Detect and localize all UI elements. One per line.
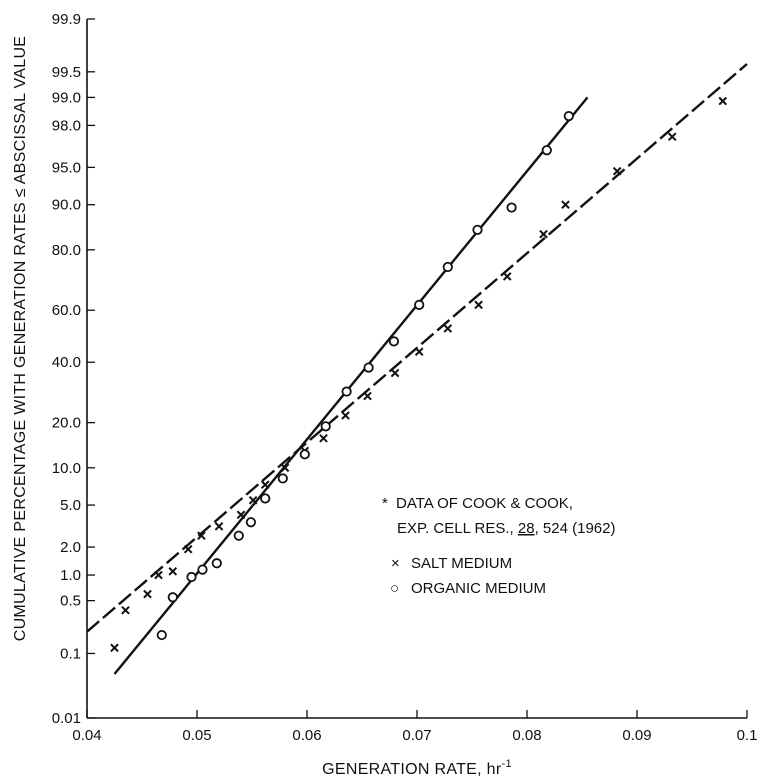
plot-frame bbox=[86, 19, 747, 719]
y-tick-label: 60.0 bbox=[52, 302, 81, 319]
salt-point bbox=[154, 570, 163, 580]
x-tick-label: 0.05 bbox=[182, 727, 211, 744]
y-tick-label: 10.0 bbox=[52, 460, 81, 477]
y-tick-label: 0.5 bbox=[60, 593, 81, 610]
organic-point bbox=[414, 299, 425, 310]
organic-point bbox=[167, 592, 178, 603]
organic-point bbox=[563, 110, 574, 122]
note-line-1: DATA OF COOK & COOK, bbox=[396, 495, 573, 512]
salt-point bbox=[110, 643, 119, 653]
salt-point bbox=[183, 544, 193, 554]
x-tick-label: 0.04 bbox=[72, 727, 101, 744]
organic-point bbox=[341, 386, 352, 397]
salt-point bbox=[214, 522, 224, 531]
y-axis-title: CUMULATIVE PERCENTAGE WITH GENERATION RA… bbox=[12, 36, 29, 642]
y-tick-label: 40.0 bbox=[52, 354, 81, 371]
organic-point bbox=[186, 571, 197, 583]
salt-fit-line bbox=[86, 63, 748, 633]
legend-organic-symbol: ○ bbox=[390, 580, 399, 597]
x-axis-title: GENERATION RATE, hr-1 bbox=[322, 758, 512, 778]
salt-point bbox=[667, 132, 677, 142]
y-tick-label: 80.0 bbox=[52, 242, 81, 259]
organic-point bbox=[211, 558, 222, 569]
salt-point bbox=[474, 300, 483, 310]
x-tick-label: 0.08 bbox=[512, 727, 541, 744]
legend-item-salt: × SALT MEDIUM bbox=[391, 555, 512, 572]
organic-point bbox=[388, 336, 399, 347]
organic-point bbox=[197, 564, 208, 575]
organic-point bbox=[363, 362, 374, 373]
x-tick-label: 0.1 bbox=[737, 727, 758, 744]
salt-point bbox=[502, 272, 512, 281]
y-tick-label: 0.1 bbox=[60, 645, 81, 662]
x-tick-label: 0.07 bbox=[402, 727, 431, 744]
organic-point bbox=[299, 449, 310, 460]
note-asterisk: * bbox=[382, 495, 388, 512]
organic-point bbox=[472, 224, 483, 235]
data-points bbox=[110, 96, 728, 653]
organic-point bbox=[156, 629, 167, 641]
legend: × SALT MEDIUM ○ ORGANIC MEDIUM bbox=[390, 555, 546, 597]
salt-point bbox=[121, 605, 130, 615]
y-tick-label: 99.5 bbox=[52, 64, 81, 81]
organic-point bbox=[442, 261, 453, 273]
y-tick-label: 90.0 bbox=[52, 197, 81, 214]
y-tick-label: 99.0 bbox=[52, 89, 81, 106]
legend-organic-label: ORGANIC MEDIUM bbox=[411, 580, 546, 597]
salt-point bbox=[363, 391, 372, 401]
organic-point bbox=[277, 473, 288, 484]
x-tick-label: 0.06 bbox=[292, 727, 321, 744]
legend-salt-label: SALT MEDIUM bbox=[411, 555, 512, 572]
x-tick-label: 0.09 bbox=[622, 727, 651, 744]
salt-point bbox=[168, 567, 178, 576]
organic-point bbox=[260, 493, 271, 504]
salt-point bbox=[414, 347, 424, 357]
legend-item-organic: ○ ORGANIC MEDIUM bbox=[390, 580, 546, 597]
salt-point bbox=[341, 411, 350, 420]
y-tick-label: 99.9 bbox=[52, 11, 81, 28]
y-tick-label: 95.0 bbox=[52, 159, 81, 176]
salt-point bbox=[561, 200, 570, 209]
salt-point bbox=[143, 589, 152, 599]
salt-point bbox=[197, 531, 206, 541]
y-tick-label: 20.0 bbox=[52, 415, 81, 432]
salt-point bbox=[236, 510, 246, 520]
legend-salt-symbol: × bbox=[391, 555, 400, 572]
y-tick-label: 2.0 bbox=[60, 539, 81, 556]
salt-point bbox=[443, 324, 453, 333]
organic-point bbox=[320, 421, 331, 432]
salt-point bbox=[260, 480, 270, 490]
salt-point bbox=[248, 495, 258, 505]
y-tick-label: 5.0 bbox=[60, 497, 81, 514]
salt-point bbox=[319, 434, 328, 443]
organic-point bbox=[245, 517, 256, 528]
organic-point bbox=[233, 530, 244, 541]
organic-point bbox=[506, 202, 517, 213]
data-source-note: * DATA OF COOK & COOK, EXP. CELL RES., 2… bbox=[382, 495, 615, 537]
y-tick-label: 0.01 bbox=[52, 710, 81, 727]
salt-point bbox=[718, 96, 728, 106]
axis-ticks: 0.04 0.05 0.06 0.07 0.08 0.09 0.1 0.01 0.1 0.5 1.0… bbox=[52, 11, 758, 744]
y-tick-label: 98.0 bbox=[52, 117, 81, 134]
y-tick-label: 1.0 bbox=[60, 567, 81, 584]
salt-point bbox=[390, 368, 400, 378]
note-line-2: EXP. CELL RES., 28, 524 (1962) bbox=[397, 520, 615, 537]
organic-point bbox=[541, 145, 552, 156]
salt-point bbox=[539, 229, 548, 239]
salt-point bbox=[280, 463, 290, 473]
salt-point bbox=[612, 166, 622, 176]
